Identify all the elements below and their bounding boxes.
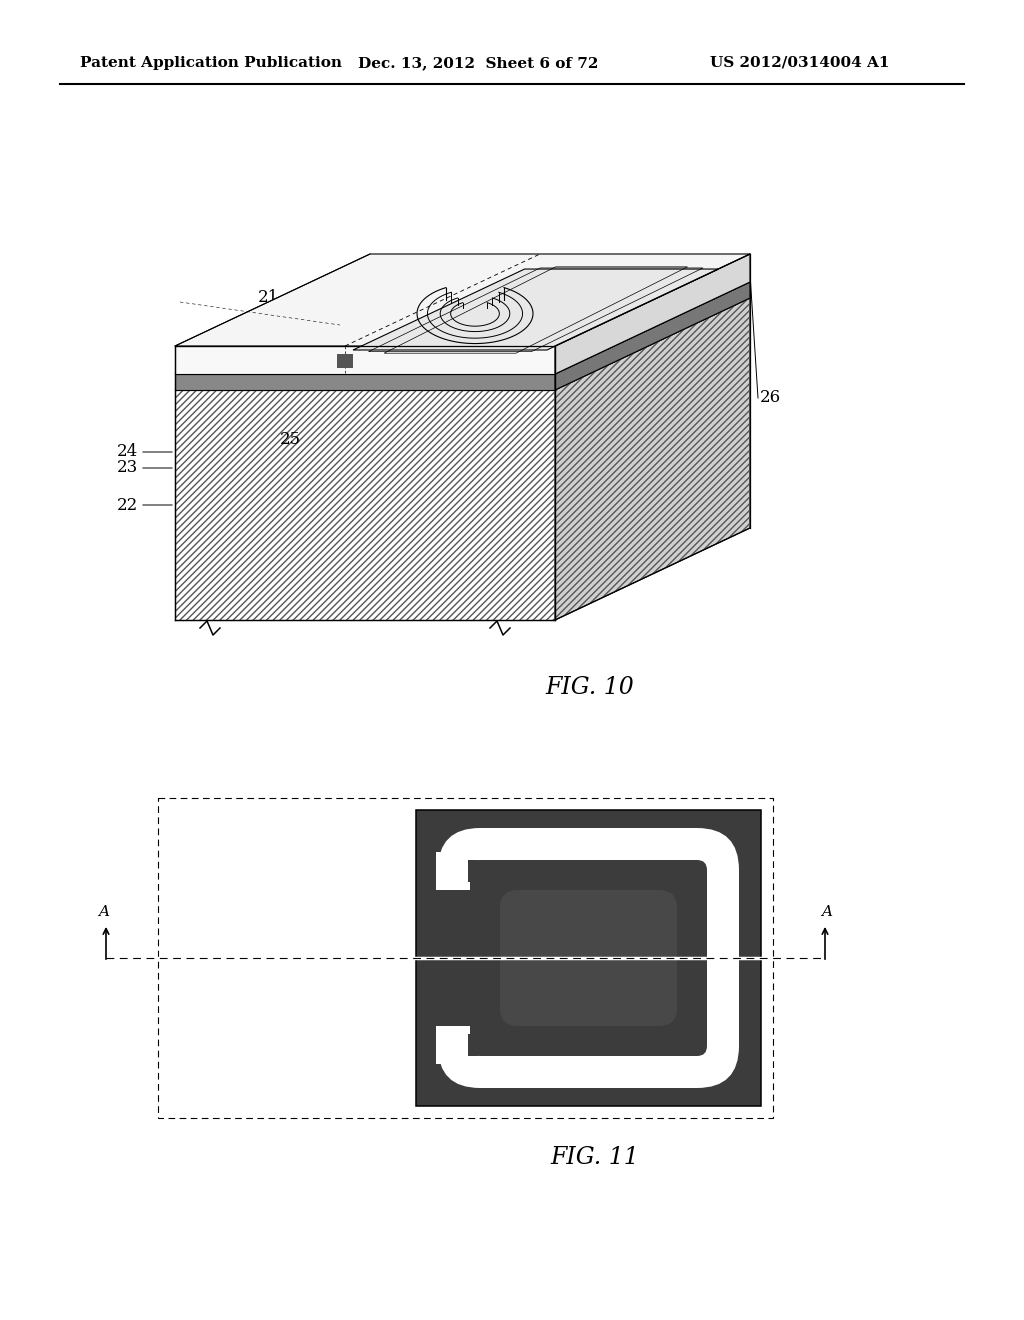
Text: 22: 22	[117, 496, 138, 513]
Polygon shape	[175, 282, 750, 374]
Polygon shape	[555, 253, 750, 374]
Text: FIG. 10: FIG. 10	[546, 676, 635, 700]
FancyBboxPatch shape	[470, 861, 707, 1056]
Polygon shape	[555, 298, 750, 620]
Bar	[436, 853, 464, 891]
Polygon shape	[175, 298, 750, 389]
Polygon shape	[175, 389, 555, 620]
Bar	[468, 861, 478, 882]
Polygon shape	[175, 253, 750, 346]
Text: 24: 24	[117, 444, 138, 461]
Text: US 2012/0314004 A1: US 2012/0314004 A1	[710, 55, 890, 70]
Bar	[416, 810, 761, 1106]
Polygon shape	[353, 269, 719, 350]
Text: 21: 21	[258, 289, 352, 378]
Bar	[436, 1026, 464, 1064]
Text: A: A	[98, 906, 110, 919]
Polygon shape	[555, 282, 750, 389]
Text: 23: 23	[117, 459, 138, 477]
Bar	[337, 354, 353, 368]
Polygon shape	[175, 346, 555, 374]
Text: 27: 27	[585, 253, 605, 271]
Text: 29: 29	[425, 265, 446, 282]
FancyBboxPatch shape	[500, 890, 677, 1026]
Bar	[436, 891, 472, 1026]
FancyBboxPatch shape	[438, 828, 739, 1088]
Text: 26: 26	[760, 389, 781, 407]
Text: FIG. 11: FIG. 11	[551, 1147, 639, 1170]
Text: 29: 29	[529, 265, 551, 282]
Bar	[158, 799, 773, 1118]
Text: Dec. 13, 2012  Sheet 6 of 72: Dec. 13, 2012 Sheet 6 of 72	[358, 55, 598, 70]
Text: Patent Application Publication: Patent Application Publication	[80, 55, 342, 70]
Text: A: A	[821, 906, 833, 919]
Polygon shape	[175, 374, 555, 389]
Bar	[468, 1034, 478, 1056]
Text: 25: 25	[280, 432, 301, 449]
